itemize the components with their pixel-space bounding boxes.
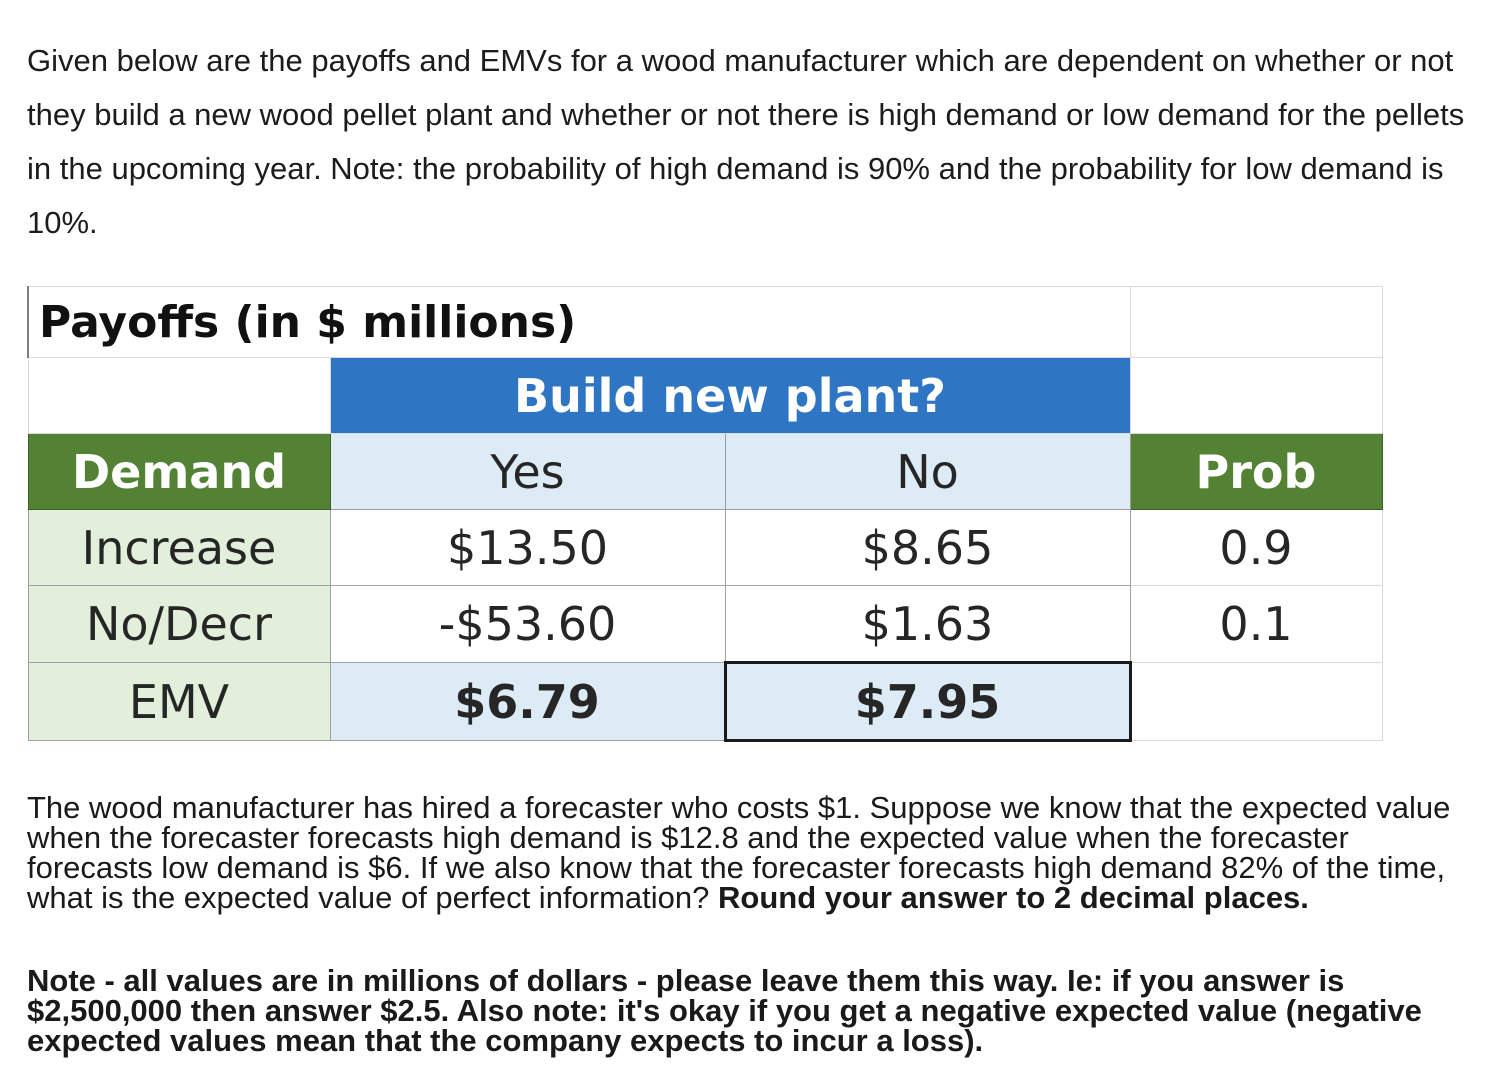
payoff-table-container: Payoffs (in $ millions) Build new plant?… [27, 286, 1383, 744]
emv-row: EMV $6.79 $7.95 [27, 661, 1383, 742]
row-label-emv: EMV [27, 662, 331, 741]
column-header-row: Demand Yes No Prob [27, 433, 1383, 510]
prob-header: Prob [1129, 433, 1383, 510]
no-header: No [724, 433, 1131, 510]
question-rounding-instruction: Round your answer to 2 decimal places. [718, 880, 1309, 915]
question-text: The wood manufacturer has hired a foreca… [27, 790, 1451, 915]
empty-cell [1129, 286, 1383, 358]
payoff-table: Payoffs (in $ millions) Build new plant?… [27, 286, 1383, 742]
prob-no-decr: 0.1 [1129, 585, 1383, 663]
table-title: Payoffs (in $ millions) [27, 286, 1131, 358]
emv-no: $7.95 [723, 661, 1132, 742]
demand-header: Demand [27, 433, 331, 510]
question-paragraph: The wood manufacturer has hired a foreca… [27, 790, 1467, 915]
row-label-no-decr: No/Decr [27, 585, 331, 663]
empty-cell [27, 357, 331, 434]
payoff-yes-no-decr: -$53.60 [329, 585, 726, 663]
payoff-no-increase: $8.65 [724, 509, 1131, 586]
emv-yes: $6.79 [329, 662, 726, 741]
empty-cell [1129, 357, 1383, 434]
intro-paragraph: Given below are the payoffs and EMVs for… [27, 43, 1465, 240]
payoff-no-no-decr: $1.63 [724, 585, 1131, 663]
empty-cell [1129, 662, 1383, 741]
row-label-increase: Increase [27, 509, 331, 586]
prob-increase: 0.9 [1129, 509, 1383, 586]
build-new-plant-header: Build new plant? [329, 357, 1131, 434]
table-row: No/Decr -$53.60 $1.63 0.1 [27, 585, 1383, 663]
table-row: Increase $13.50 $8.65 0.9 [27, 509, 1383, 586]
table-title-row: Payoffs (in $ millions) [27, 286, 1383, 358]
build-header-row: Build new plant? [27, 357, 1383, 434]
note-paragraph: Note - all values are in millions of dol… [27, 963, 1422, 1058]
payoff-yes-increase: $13.50 [329, 509, 726, 586]
yes-header: Yes [329, 433, 726, 510]
